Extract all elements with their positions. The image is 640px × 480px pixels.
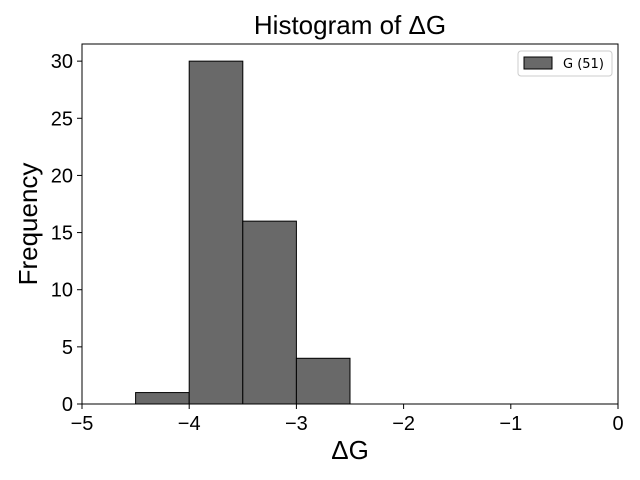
- x-axis-label: ΔG: [331, 435, 369, 465]
- y-axis-ticks: 0 5 10 15 20 25 30: [51, 51, 82, 416]
- x-tick-label: −5: [71, 413, 94, 435]
- y-tick-label: 5: [62, 337, 73, 359]
- x-tick-label: −1: [499, 413, 522, 435]
- x-tick-label: −3: [285, 413, 308, 435]
- histogram-bar: [188, 60, 244, 405]
- legend: G (51): [517, 50, 613, 77]
- y-axis-label: Frequency: [13, 163, 43, 286]
- y-tick-label: 15: [51, 223, 73, 245]
- x-tick-label: 0: [612, 413, 623, 435]
- bars-group: [135, 60, 351, 405]
- x-tick-label: −2: [392, 413, 415, 435]
- histogram-bar: [242, 220, 297, 405]
- x-axis-ticks: −5 −4 −3 −2 −1 0: [71, 404, 624, 435]
- y-tick-label: 30: [51, 51, 73, 73]
- y-tick-label: 25: [51, 108, 73, 130]
- chart-title: Histogram of ΔG: [254, 10, 446, 40]
- y-tick-label: 0: [62, 394, 73, 416]
- y-tick-label: 10: [51, 280, 73, 302]
- y-tick-label: 20: [51, 165, 73, 187]
- legend-label: G (51): [563, 57, 604, 72]
- histogram-bar: [295, 357, 351, 405]
- legend-swatch: [523, 56, 553, 70]
- x-tick-label: −4: [178, 413, 201, 435]
- plot-frame: [81, 43, 619, 405]
- histogram-bar: [135, 392, 190, 405]
